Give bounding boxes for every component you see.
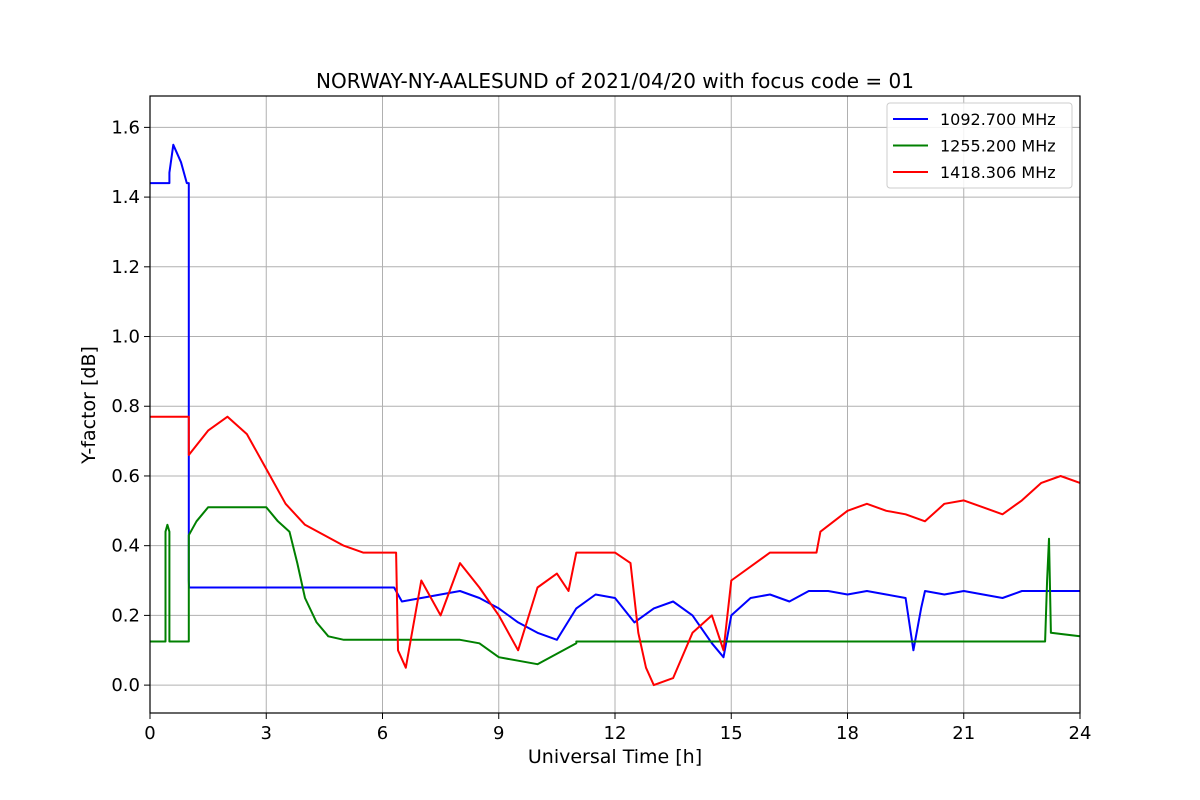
x-tick-label: 21 (952, 723, 975, 744)
y-tick-label: 1.2 (111, 257, 140, 278)
legend-entry-2: 1255.200 MHz (940, 137, 1056, 156)
series-line-3 (150, 415, 1081, 687)
plot-area (150, 143, 1081, 687)
y-tick-label: 0.6 (111, 466, 140, 487)
x-axis-ticks: 0 3 6 9 12 15 18 21 24 (144, 713, 1091, 744)
legend-entry-3: 1418.306 MHz (940, 163, 1056, 182)
chart-title: NORWAY-NY-AALESUND of 2021/04/20 with fo… (316, 69, 914, 93)
legend: 1092.700 MHz 1255.200 MHz 1418.306 MHz (886, 102, 1073, 189)
x-tick-label: 12 (604, 723, 627, 744)
grid-lines (149, 96, 1081, 713)
x-tick-label: 9 (493, 723, 504, 744)
y-axis-ticks: 0.0 0.2 0.4 0.6 0.8 1.0 1.2 1.4 1.6 (111, 117, 150, 696)
y-tick-label: 0.4 (111, 536, 140, 557)
y-tick-label: 0.8 (111, 396, 140, 417)
legend-box (886, 102, 1073, 189)
y-tick-label: 1.6 (111, 117, 140, 138)
x-tick-label: 0 (144, 723, 155, 744)
y-axis-label: Y-factor [dB] (78, 346, 100, 465)
x-axis-label: Universal Time [h] (528, 746, 702, 768)
x-tick-label: 24 (1069, 723, 1092, 744)
x-tick-label: 18 (836, 723, 859, 744)
x-tick-label: 3 (261, 723, 272, 744)
x-tick-label: 15 (720, 723, 743, 744)
y-tick-label: 1.4 (111, 187, 140, 208)
series-line-2 (150, 506, 1081, 666)
y-tick-label: 0.0 (111, 675, 140, 696)
legend-entry-1: 1092.700 MHz (940, 110, 1056, 129)
y-tick-label: 1.0 (111, 327, 140, 348)
y-tick-label: 0.2 (111, 605, 140, 626)
x-tick-label: 6 (377, 723, 388, 744)
